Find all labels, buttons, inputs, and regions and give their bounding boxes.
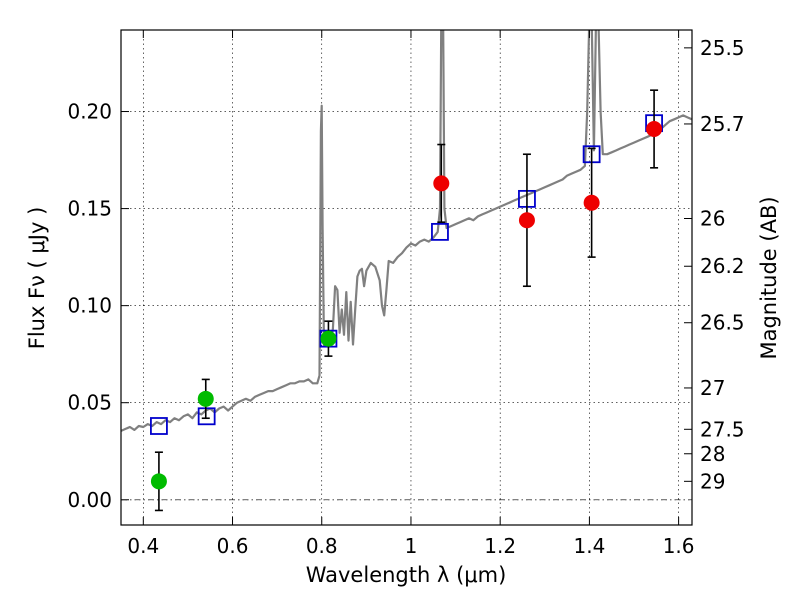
grid-lines: [121, 30, 692, 525]
data-point: [583, 194, 600, 211]
model-square-point: [431, 222, 449, 241]
y-axis-label: Flux Fν ( μJy ): [25, 207, 49, 350]
x-tick-label: 1: [405, 534, 418, 558]
data-point: [646, 121, 663, 137]
right-tick-label: 25.7: [700, 112, 745, 136]
right-tick-label: 26.2: [700, 254, 745, 278]
y-tick-label: 0.15: [67, 197, 112, 221]
y-tick-label: 0.20: [67, 100, 112, 124]
data-point: [518, 212, 535, 229]
model-square-point: [150, 417, 168, 435]
data-point: [150, 473, 167, 490]
y-tick-label: 0.00: [67, 488, 112, 512]
axis-ticks: 0.4 0.6 0.8 1 1.2 1.4 1.6 0.00 0.05 0.10 0.15 0.20 2…: [67, 30, 745, 558]
x-tick-label: 0.6: [217, 534, 249, 558]
data-point: [197, 390, 214, 407]
x-tick-label: 1.4: [573, 534, 605, 558]
x-axis-label: Wavelength λ (μm): [306, 563, 507, 587]
right-tick-label: 28: [700, 442, 725, 466]
x-tick-label: 1.2: [484, 534, 516, 558]
right-tick-label: 27: [700, 376, 725, 400]
right-tick-label: 26: [700, 206, 725, 230]
data-point: [433, 175, 450, 192]
y-tick-label: 0.10: [67, 294, 112, 318]
x-tick-label: 1.6: [663, 534, 695, 558]
right-axis-label: Magnitude (AB): [757, 196, 781, 359]
x-tick-label: 0.4: [127, 534, 159, 558]
data-point: [320, 330, 337, 347]
y-tick-label: 0.05: [67, 391, 112, 415]
right-tick-label: 26.5: [700, 311, 745, 335]
x-tick-label: 0.8: [306, 534, 338, 558]
right-tick-label: 25.5: [700, 36, 745, 60]
model-square-point: [197, 407, 216, 426]
right-tick-label: 27.5: [700, 417, 745, 441]
plot-area: [121, 30, 692, 512]
right-tick-label: 29: [700, 469, 725, 493]
spectrum-line: [121, 30, 692, 432]
plot-frame: [120, 29, 693, 526]
